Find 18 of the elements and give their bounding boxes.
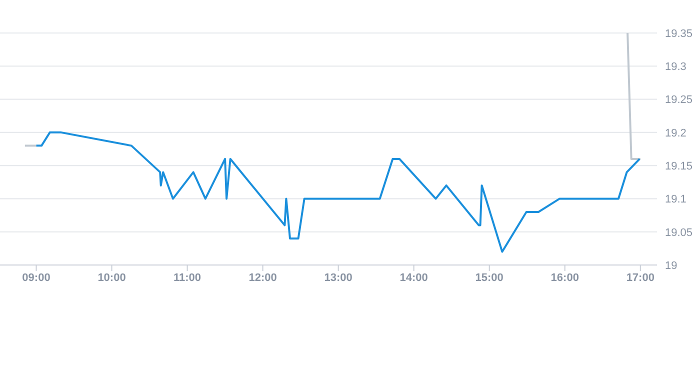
x-tick-label: 17:00: [626, 272, 654, 284]
x-tick-label: 11:00: [174, 272, 202, 284]
line-series: [35, 131, 641, 253]
y-tick-label: 19.25: [665, 94, 693, 106]
x-tick-label: 09:00: [22, 272, 50, 284]
y-tick-label: 19.3: [665, 61, 686, 74]
x-tick-label: 10:00: [98, 272, 126, 284]
x-tick-label: 13:00: [324, 272, 352, 284]
x-tick-label: 16:00: [550, 272, 579, 284]
y-tick-label: 19.1: [665, 194, 686, 206]
y-tick-label: 19: [665, 260, 678, 272]
y-tick-label: 19.35: [665, 28, 693, 40]
y-tick-label: 19.05: [665, 226, 693, 239]
x-tick-label: 14:00: [400, 272, 428, 284]
y-tick-label: 19.2: [665, 127, 686, 140]
x-tick-label: 12:00: [248, 272, 277, 284]
y-tick-label: 19.15: [665, 160, 693, 172]
x-tick-label: 15:00: [475, 272, 504, 284]
